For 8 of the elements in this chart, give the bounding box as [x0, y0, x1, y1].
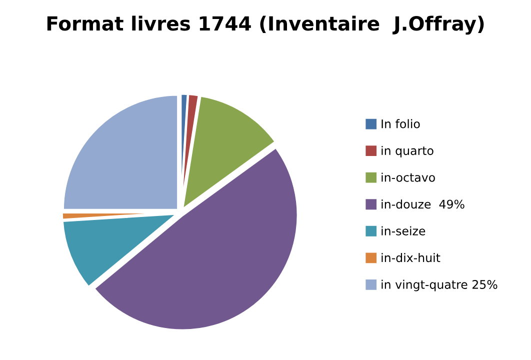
- chart-title: Format livres 1744 (Inventaire J.Offray): [47, 16, 484, 35]
- legend-label: in-seize: [382, 226, 426, 236]
- legend-label: in vingt-quatre 25%: [382, 280, 498, 292]
- legend-label: in-octavo: [382, 172, 435, 182]
- legend-label: In folio: [382, 119, 420, 128]
- legend-label: in-douze 49%: [382, 199, 464, 209]
- legend-label: in quarto: [382, 146, 434, 158]
- legend-label: in-dix-huit: [382, 253, 440, 262]
